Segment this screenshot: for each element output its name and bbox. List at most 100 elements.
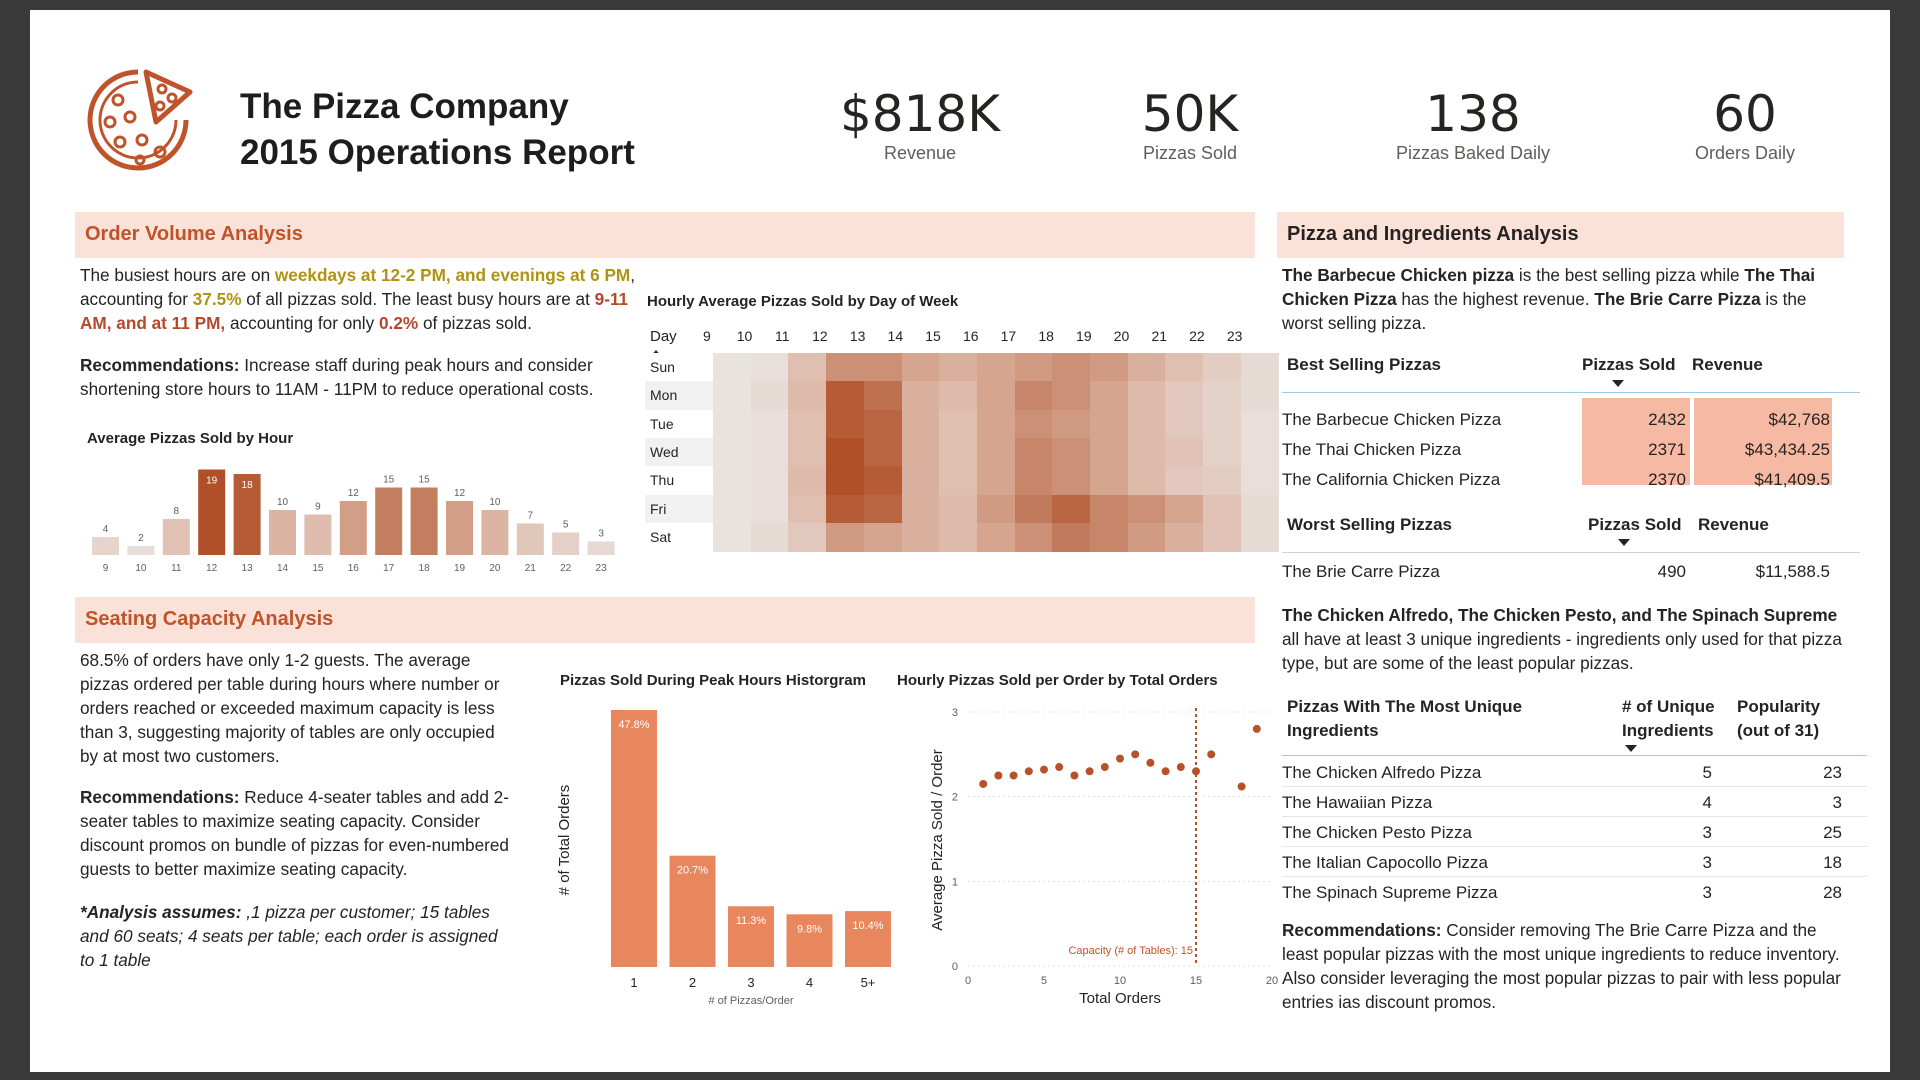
scatter-point[interactable]: [1161, 767, 1170, 776]
scatter-point[interactable]: [1009, 771, 1018, 780]
scatter-point[interactable]: [1192, 767, 1200, 776]
hour-bar[interactable]: [481, 510, 509, 555]
hist-bar[interactable]: [845, 911, 891, 967]
hour-bar[interactable]: [339, 501, 367, 555]
heatmap-cell[interactable]: [1052, 409, 1091, 439]
heatmap-cell[interactable]: [1203, 409, 1242, 439]
heatmap-cell[interactable]: [863, 466, 902, 495]
heatmap-cell[interactable]: [1014, 381, 1053, 411]
heatmap-cell[interactable]: [713, 381, 752, 411]
heatmap-cell[interactable]: [713, 353, 752, 382]
heatmap-cell[interactable]: [863, 409, 902, 439]
column-header-sorted[interactable]: Pizzas Sold: [1582, 355, 1676, 374]
heatmap-cell[interactable]: [1090, 466, 1129, 495]
hist-bar[interactable]: [728, 906, 774, 967]
heatmap-cell[interactable]: [976, 353, 1016, 382]
scatter-point[interactable]: [1146, 758, 1155, 767]
heatmap-cell[interactable]: [863, 494, 902, 524]
heatmap-cell[interactable]: [1014, 409, 1053, 439]
heatmap-cell[interactable]: [1203, 494, 1242, 524]
heatmap-cell[interactable]: [713, 522, 752, 552]
scatter-point[interactable]: [994, 771, 1003, 780]
scatter-point[interactable]: [1070, 771, 1079, 780]
heatmap-cell[interactable]: [939, 466, 978, 495]
heatmap-cell[interactable]: [1052, 353, 1091, 382]
heatmap-cell[interactable]: [826, 466, 865, 495]
column-header-sorted[interactable]: Pizzas Sold: [1588, 515, 1682, 534]
heatmap-cell[interactable]: [939, 522, 978, 552]
heatmap-cell[interactable]: [863, 381, 902, 411]
hist-bar[interactable]: [786, 914, 833, 967]
heatmap-cell[interactable]: [976, 494, 1016, 524]
scatter-point[interactable]: [1176, 763, 1185, 772]
hour-bar[interactable]: [446, 501, 473, 555]
heatmap-cell[interactable]: [826, 353, 865, 382]
heatmap-cell[interactable]: [1090, 494, 1129, 524]
heatmap-cell[interactable]: [976, 381, 1016, 411]
heatmap-cell[interactable]: [901, 353, 940, 382]
hour-bar[interactable]: [162, 519, 190, 555]
heatmap-cell[interactable]: [1090, 437, 1129, 467]
heatmap-cell[interactable]: [901, 437, 940, 467]
heatmap-cell[interactable]: [826, 494, 865, 524]
hour-bar[interactable]: [410, 487, 438, 556]
heatmap-cell[interactable]: [1090, 522, 1129, 552]
heatmap-cell[interactable]: [788, 494, 827, 524]
hour-bar[interactable]: [375, 487, 403, 556]
heatmap-cell[interactable]: [1090, 381, 1129, 411]
heatmap-cell[interactable]: [788, 466, 827, 495]
heatmap-cell[interactable]: [1165, 437, 1204, 467]
heatmap-cell[interactable]: [939, 437, 978, 467]
column-header-sorted[interactable]: # of Unique Ingredients: [1622, 695, 1715, 743]
heatmap-cell[interactable]: [976, 409, 1016, 439]
heatmap-cell[interactable]: [750, 409, 789, 439]
heatmap-cell[interactable]: [1127, 522, 1166, 552]
heatmap-cell[interactable]: [1127, 409, 1166, 439]
heatmap-cell[interactable]: [1240, 437, 1279, 467]
heatmap-cell[interactable]: [750, 381, 789, 411]
heatmap-cell[interactable]: [788, 522, 827, 552]
heatmap-cell[interactable]: [1014, 437, 1053, 467]
scatter-point[interactable]: [1207, 750, 1216, 759]
heatmap-cell[interactable]: [1127, 466, 1166, 495]
heatmap-cell[interactable]: [1014, 466, 1053, 495]
heatmap-cell[interactable]: [1127, 437, 1166, 467]
heatmap-cell[interactable]: [1240, 353, 1279, 382]
heatmap-cell[interactable]: [1165, 353, 1204, 382]
column-header[interactable]: Revenue: [1692, 355, 1763, 374]
heatmap-cell[interactable]: [976, 437, 1016, 467]
heatmap-cell[interactable]: [1014, 494, 1053, 524]
column-header[interactable]: Best Selling Pizzas: [1287, 355, 1441, 374]
heatmap-cell[interactable]: [1052, 494, 1091, 524]
heatmap-cell[interactable]: [713, 466, 752, 495]
scatter-point[interactable]: [1055, 763, 1064, 772]
heatmap-cell[interactable]: [901, 466, 940, 495]
scatter-point[interactable]: [979, 779, 988, 788]
heatmap-cell[interactable]: [750, 522, 789, 552]
heatmap-cell[interactable]: [901, 381, 940, 411]
hour-bar[interactable]: [516, 523, 544, 556]
heatmap-cell[interactable]: [901, 522, 940, 552]
heatmap-cell[interactable]: [1090, 353, 1129, 382]
scatter-point[interactable]: [1085, 767, 1094, 776]
heatmap-cell[interactable]: [1203, 466, 1242, 495]
heatmap-cell[interactable]: [939, 381, 978, 411]
heatmap-cell[interactable]: [826, 381, 865, 411]
heatmap-cell[interactable]: [826, 409, 865, 439]
heatmap-cell[interactable]: [750, 494, 789, 524]
heatmap-cell[interactable]: [1165, 466, 1204, 495]
heatmap-cell[interactable]: [1052, 522, 1091, 552]
heatmap-cell[interactable]: [1240, 494, 1279, 524]
heatmap-cell[interactable]: [750, 353, 789, 382]
heatmap-cell[interactable]: [1165, 522, 1204, 552]
heatmap-cell[interactable]: [976, 522, 1016, 552]
heatmap-cell[interactable]: [1240, 381, 1279, 411]
column-header[interactable]: Popularity (out of 31): [1737, 695, 1820, 743]
heatmap-cell[interactable]: [1203, 353, 1242, 382]
column-header[interactable]: Pizzas With The Most Unique Ingredients: [1287, 695, 1522, 743]
column-header[interactable]: Worst Selling Pizzas: [1287, 515, 1453, 534]
heatmap-cell[interactable]: [901, 409, 940, 439]
hour-bar[interactable]: [304, 514, 332, 556]
heatmap-cell[interactable]: [1240, 409, 1279, 439]
heatmap-cell[interactable]: [1014, 522, 1053, 552]
